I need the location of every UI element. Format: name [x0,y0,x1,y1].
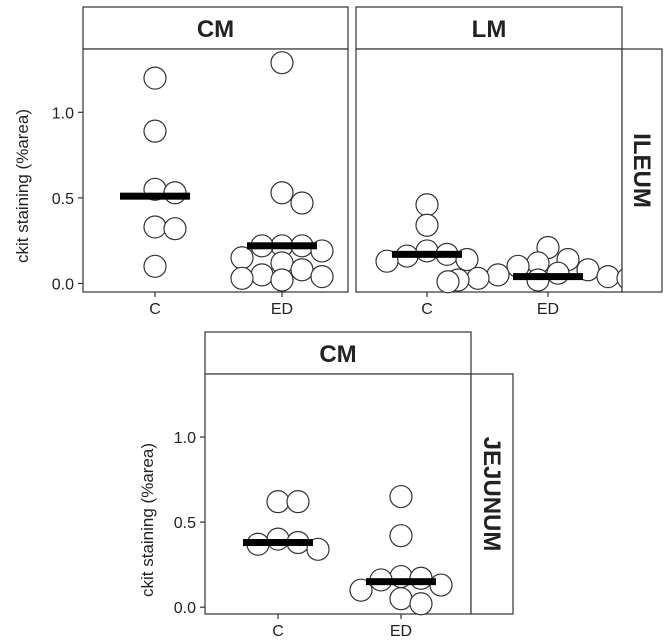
strip-lm-ileum [355,6,623,50]
data-point-ed-7 [389,587,413,611]
y-tick-label: 0.0 [174,600,196,617]
x-tick-label-ed: ED [537,301,559,318]
strip-ileum [621,48,663,293]
data-point-ed-11 [310,264,334,289]
data-point-ed-0 [270,51,294,75]
y-tick-label: 0.0 [52,276,74,293]
panel-jejunum-cm: CM 0.0 0.5 1.0 C ED [174,331,472,640]
data-point-ed-8 [466,266,490,290]
median-bar-ed [247,242,317,250]
medians-ileum-lm [392,250,583,281]
strip-label-cm-jejunum: CM [319,341,356,368]
y-tick-label: 1.0 [52,105,74,122]
data-point-ed-8 [409,592,433,616]
x-tick-label-c: C [149,301,161,318]
strip-label-cm-ileum: CM [197,16,234,43]
x-ticks-ileum-lm: C ED [421,292,559,318]
data-point-ed-7 [596,264,620,289]
data-point-c-5 [163,217,187,241]
data-point-c-0 [143,66,167,90]
y-tick-label: 0.5 [174,515,196,532]
y-axis-label-bottom: ckit staining (%area) [138,443,157,597]
median-bar-ed [513,273,583,281]
data-point-ed-0 [389,484,413,509]
data-point-c-1 [143,119,167,143]
strip-label-ileum: ILEUM [628,133,655,208]
median-bar-c [392,250,462,258]
y-axis-label-top: ckit staining (%area) [13,109,32,263]
x-tick-label-c: C [421,301,433,318]
x-tick-label-c: C [272,623,284,640]
y-ticks-ileum-cm: 0.0 0.5 1.0 [52,105,83,293]
data-point-c-6 [143,254,167,278]
x-tick-label-ed: ED [390,623,412,640]
x-tick-label-ed: ED [271,301,293,318]
data-point-c-1 [415,213,439,237]
y-tick-label: 1.0 [174,430,196,447]
data-point-c-4 [143,215,167,239]
data-point-ed-1 [270,181,294,205]
data-point-ed-1 [389,524,413,548]
strip-cm-ileum [82,6,349,50]
panel-ileum-cm: CM 0.0 0.5 1.0 C ED [52,6,349,318]
data-point-c-1 [286,490,310,514]
strip-jejunum [470,373,514,615]
medians-ileum-cm [120,192,317,250]
median-bar-ed [366,578,436,586]
medians-jejunum-cm [243,539,436,586]
data-point-ed-7 [230,246,254,270]
data-point-ed-12 [230,266,254,290]
data-point-ed-6 [486,263,510,287]
strip-label-lm-ileum: LM [472,16,507,43]
x-ticks-ileum-cm: C ED [149,292,293,318]
median-bar-c [243,539,313,547]
data-point-ed-9 [290,258,314,282]
data-point-ed-2 [290,191,314,215]
data-point-c-0 [415,193,439,217]
data-point-ed-13 [436,270,460,294]
x-ticks-jejunum-cm: C ED [272,614,412,640]
median-bar-c [120,192,190,200]
data-point-ed-10 [250,263,274,287]
data-point-c-0 [266,490,290,514]
y-tick-label: 0.5 [52,191,74,208]
y-ticks-jejunum-cm: 0.0 0.5 1.0 [174,430,205,617]
strip-cm-jejunum [204,331,472,375]
data-point-ed-13 [270,268,294,292]
panel-ileum-lm: LM C ED [355,6,660,318]
strip-label-jejunum: JEJUNUM [478,437,505,552]
